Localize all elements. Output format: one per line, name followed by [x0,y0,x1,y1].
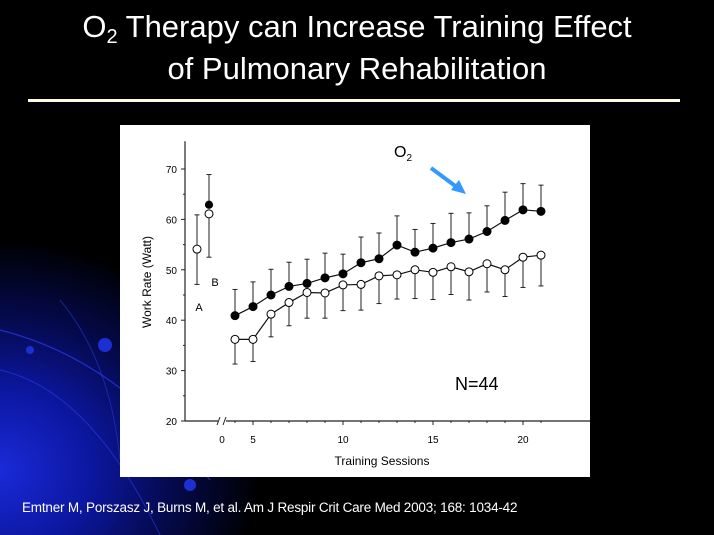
data-point-open [536,250,546,260]
axis-break [216,416,227,426]
label-b: B [211,277,218,289]
x-tick-label: 10 [337,435,349,446]
o2-o: O [394,144,406,161]
data-point-filled [500,215,510,225]
data-point-open [446,262,456,272]
data-point-open [230,334,240,344]
data-point-open [338,280,348,290]
data-point-filled [320,273,330,283]
data-point-filled [356,258,366,268]
title-line2: of Pulmonary Rehabilitation [167,51,547,86]
slide-title: O2 Therapy can Increase Training Effect … [0,6,714,90]
data-point-open [302,287,312,297]
label-a: A [195,302,203,314]
x-tick-label: 20 [517,435,529,446]
data-point-filled [464,234,474,244]
citation: Emtner M, Porszasz J, Burns M, et al. Am… [22,500,518,515]
y-tick-label: 50 [166,266,178,277]
data-point-filled [392,240,402,250]
data-point-filled [302,278,312,288]
data-point-open [374,271,384,281]
data-point-open [428,267,438,277]
data-point-open [284,298,294,308]
title-o: O [82,9,107,44]
chart-marks [192,174,546,365]
chart-panel: 20 30 40 50 60 70 0 5 10 15 20 Work Rate (Watt) Tr… [120,125,590,477]
data-point-open [500,265,510,275]
data-point-filled [374,254,384,264]
data-point-filled [536,206,546,216]
baseline-point-filled [204,200,214,209]
y-tick-label: 70 [166,165,178,176]
data-point-open [392,270,402,280]
y-tick-label: 60 [166,215,178,226]
data-point-open [482,259,492,269]
chart: 20 30 40 50 60 70 0 5 10 15 20 Work Rate (Watt) Tr… [140,141,590,468]
axes: 20 30 40 50 60 70 0 5 10 15 20 [166,141,590,446]
data-point-open [356,279,366,289]
data-point-open [248,334,258,344]
x-tick-label: 5 [250,435,256,446]
data-point-filled [338,269,348,279]
o2-label: O2 [394,144,412,164]
title-divider [28,99,680,102]
data-point-filled [446,238,456,248]
series-line-filled [234,209,542,317]
data-point-filled [230,311,240,321]
data-point-filled [248,302,258,312]
data-point-filled [518,205,528,215]
y-tick-label: 40 [166,316,178,327]
data-point-filled [410,247,420,257]
data-point-open [266,309,276,319]
x-tick-label: 15 [427,435,439,446]
data-point-filled [284,281,294,291]
o2-arrow [429,166,466,194]
title-line1: Therapy can Increase Training Effect [117,9,632,44]
title-subscript: 2 [106,26,118,48]
data-point-open [410,265,420,275]
series-line-open [235,254,542,340]
data-point-filled [428,243,438,253]
y-axis-label: Work Rate (Watt) [140,236,154,328]
data-point-filled [482,226,492,236]
y-tick-label: 20 [166,417,178,428]
baseline-point-open [204,209,214,219]
data-point-open [518,252,528,262]
o2-subscript: 2 [406,153,412,164]
baseline-point-open [192,244,202,254]
y-tick-label: 30 [166,367,178,378]
data-point-open [320,288,330,298]
x-axis-label: Training Sessions [335,454,430,468]
data-point-open [464,267,474,277]
n-label: N=44 [455,374,499,394]
x-tick-label: 0 [219,435,225,446]
data-point-filled [266,290,276,300]
